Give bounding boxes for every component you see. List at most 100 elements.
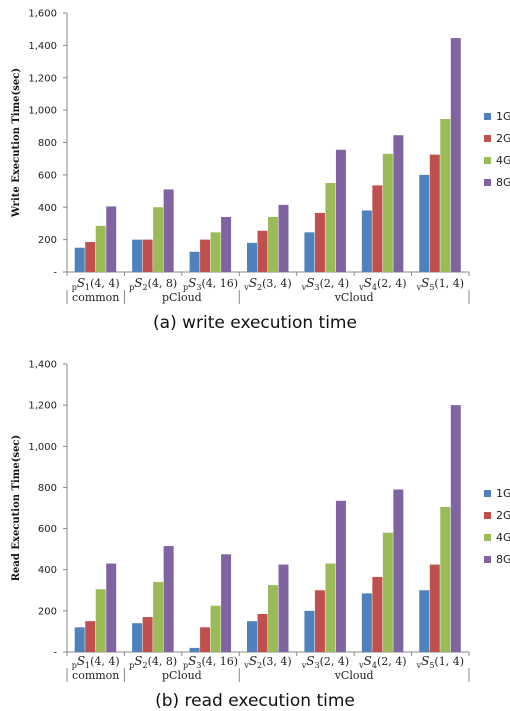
group-label: vCloud: [334, 669, 374, 682]
bar-2G-vS4(2,4): [372, 185, 383, 272]
bar-2G-pS3(4,16): [200, 627, 211, 652]
bar-1G-vS4(2,4): [361, 593, 372, 652]
x-tick-label: pS1(4, 4): [72, 276, 120, 292]
bar-4G-pS2(4,8): [153, 582, 164, 652]
group-label: pCloud: [162, 669, 202, 682]
legend-label-2G: 2G: [496, 509, 510, 522]
x-tick-label-args: (4, 4): [90, 277, 120, 290]
group-label: common: [72, 669, 119, 682]
x-tick-label-prefix: p: [129, 283, 134, 292]
y-tick-label: 1,000: [28, 442, 57, 453]
x-tick-label-symbol: S: [134, 654, 142, 668]
x-tick-label-args: (3, 4): [262, 277, 292, 290]
x-tick-label-symbol: S: [421, 276, 429, 290]
x-tick-label-args: (4, 8): [148, 277, 178, 290]
x-tick-label-index: 3: [314, 283, 319, 292]
x-tick-label: vS4(2, 4): [358, 276, 406, 292]
legend-label-8G: 8G: [496, 553, 510, 566]
x-tick-label: vS3(2, 4): [301, 276, 349, 292]
x-tick-label-args: (2, 4): [320, 277, 350, 290]
y-axis-label: Write Execution Time(sec): [11, 68, 22, 218]
bar-8G-pS1(4,4): [106, 563, 117, 652]
bar-4G-pS1(4,4): [95, 225, 106, 272]
x-tick-label-prefix: v: [358, 661, 364, 670]
bar-2G-vS3(2,4): [314, 590, 325, 652]
x-tick-label-args: (2, 4): [320, 655, 350, 668]
x-tick-label: pS1(4, 4): [72, 654, 120, 670]
x-tick-label: vS5(1, 4): [416, 654, 464, 670]
bar-8G-pS3(4,16): [221, 216, 232, 272]
bar-8G-pS3(4,16): [221, 554, 232, 652]
x-tick-label-args: (4, 4): [90, 655, 120, 668]
y-tick-label: 800: [38, 483, 57, 494]
y-tick-label: 1,400: [28, 360, 57, 371]
y-tick-label: 1,200: [28, 401, 57, 412]
x-tick-label-index: 3: [196, 661, 201, 670]
y-axis-label: Read Execution Time(sec): [11, 435, 22, 582]
x-tick-label-symbol: S: [188, 276, 196, 290]
x-tick-label-args: (2, 4): [377, 277, 407, 290]
bar-1G-vS2(3,4): [247, 242, 257, 272]
bar-2G-pS3(4,16): [200, 239, 211, 272]
bar-8G-pS2(4,8): [163, 546, 174, 652]
x-tick-label-prefix: p: [129, 661, 134, 670]
bar-8G-pS1(4,4): [106, 206, 117, 272]
legend-label-2G: 2G: [496, 132, 510, 145]
x-tick-label-args: (1, 4): [434, 655, 464, 668]
x-tick-label-prefix: v: [358, 283, 364, 292]
bar-8G-vS4(2,4): [393, 489, 404, 652]
bar-4G-pS3(4,16): [210, 605, 221, 652]
bar-2G-pS2(4,8): [142, 239, 153, 272]
x-tick-label-prefix: v: [301, 283, 307, 292]
bar-1G-vS3(2,4): [304, 232, 315, 272]
x-tick-label: vS4(2, 4): [358, 654, 406, 670]
x-tick-label-index: 1: [85, 283, 90, 292]
x-tick-label-args: (4, 8): [148, 655, 178, 668]
y-tick-label: 1,200: [28, 73, 57, 84]
y-tick-label: 200: [38, 606, 57, 617]
bar-4G-pS2(4,8): [153, 207, 164, 272]
bar-8G-vS2(3,4): [278, 204, 289, 272]
x-tick-label-args: (2, 4): [377, 655, 407, 668]
x-tick-label-prefix: p: [183, 283, 188, 292]
legend-label-4G: 4G: [496, 531, 510, 544]
x-tick-label-index: 2: [142, 661, 147, 670]
x-tick-label-args: (4, 16): [202, 655, 239, 668]
bar-2G-vS2(3,4): [257, 613, 268, 652]
bar-4G-pS3(4,16): [210, 232, 221, 272]
y-tick-label: 600: [38, 524, 57, 535]
legend-label-1G: 1G: [496, 110, 510, 123]
group-label: common: [72, 291, 119, 304]
x-tick-label-symbol: S: [306, 654, 314, 668]
x-tick-label-index: 1: [85, 661, 90, 670]
x-tick-label-symbol: S: [249, 276, 257, 290]
legend-swatch-2G: [484, 135, 491, 142]
x-tick-label-index: 2: [257, 283, 262, 292]
x-tick-label-index: 3: [314, 661, 319, 670]
x-tick-label-prefix: p: [72, 283, 77, 292]
bar-1G-vS5(1,4): [419, 174, 430, 272]
legend-swatch-1G: [484, 490, 491, 497]
x-tick-label-symbol: S: [134, 276, 142, 290]
bar-4G-vS4(2,4): [382, 532, 393, 652]
bar-2G-vS5(1,4): [429, 564, 440, 652]
x-tick-label-prefix: v: [301, 661, 307, 670]
x-tick-label-prefix: v: [416, 661, 422, 670]
bar-1G-pS1(4,4): [74, 247, 85, 272]
x-tick-label-prefix: p: [183, 661, 188, 670]
bar-2G-vS3(2,4): [314, 212, 325, 272]
group-label: pCloud: [162, 291, 202, 304]
x-tick-label-symbol: S: [306, 276, 314, 290]
bar-8G-vS5(1,4): [450, 405, 461, 652]
bar-4G-pS1(4,4): [95, 589, 106, 652]
legend-label-1G: 1G: [496, 487, 510, 500]
bar-2G-pS1(4,4): [85, 621, 96, 652]
bar-1G-pS3(4,16): [189, 251, 200, 272]
bar-8G-vS4(2,4): [393, 135, 404, 272]
bar-1G-vS2(3,4): [247, 621, 257, 652]
x-tick-label-symbol: S: [249, 654, 257, 668]
bar-2G-pS2(4,8): [142, 617, 153, 652]
x-tick-label-symbol: S: [188, 654, 196, 668]
bar-4G-vS2(3,4): [268, 585, 278, 652]
